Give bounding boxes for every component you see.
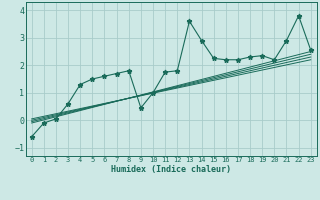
X-axis label: Humidex (Indice chaleur): Humidex (Indice chaleur) — [111, 165, 231, 174]
